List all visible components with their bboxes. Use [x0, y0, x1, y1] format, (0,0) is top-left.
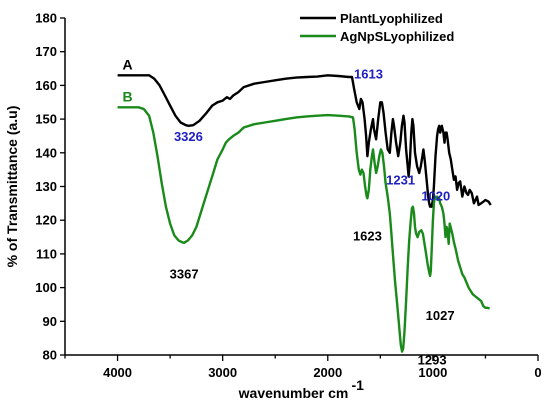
y-tick-label: 160	[35, 78, 57, 93]
x-axis-title: wavenumber cm	[238, 385, 349, 401]
x-axis-title-superscript: -1	[352, 377, 365, 393]
legend-entry: AgNpSLyophilized	[340, 29, 454, 44]
peak-label-1293: 1293	[418, 352, 447, 367]
series-label-a: A	[122, 56, 132, 72]
annotations: 3326 1613 1231 1020 3367 1623 1027 1293	[170, 66, 455, 367]
y-axis-title: % of Transmittance (a.u)	[4, 106, 20, 268]
legend: PlantLyophilized AgNpSLyophilized	[300, 11, 454, 44]
y-tick-label: 130	[35, 179, 57, 194]
series-line-plant-lyophilized	[117, 74, 492, 208]
y-tick-label: 120	[35, 213, 57, 228]
y-tick-label: 110	[36, 246, 57, 261]
series-label-b: B	[122, 88, 132, 104]
peak-label-3367: 3367	[170, 267, 199, 282]
y-tick-label: 80	[43, 348, 57, 363]
series-layer: AB	[117, 56, 492, 353]
peak-label-1020: 1020	[421, 189, 450, 204]
y-tick-label: 100	[35, 280, 57, 295]
peak-label-1623: 1623	[353, 229, 382, 244]
peak-label-3326: 3326	[174, 129, 203, 144]
x-tick-label: 0	[534, 365, 541, 380]
peak-label-1613: 1613	[354, 66, 383, 81]
x-tick-label: 4000	[103, 365, 132, 380]
axes: 80 90 100 110 120 130 140 150 160 170 180 4000 3000 2…	[4, 11, 542, 402]
x-tick-label: 3000	[208, 365, 237, 380]
y-tick-label: 180	[35, 11, 57, 26]
y-tick-label: 150	[35, 112, 57, 127]
y-tick-label: 90	[43, 314, 57, 329]
x-tick-label: 2000	[313, 365, 342, 380]
legend-entry: PlantLyophilized	[340, 11, 443, 26]
y-tick-label: 170	[35, 44, 57, 59]
peak-label-1027: 1027	[426, 308, 455, 323]
series-line-agnps-lyophilized	[117, 106, 490, 353]
peak-label-1231: 1231	[386, 172, 415, 187]
x-tick-label: 1000	[418, 365, 447, 380]
y-tick-label: 140	[35, 145, 57, 160]
